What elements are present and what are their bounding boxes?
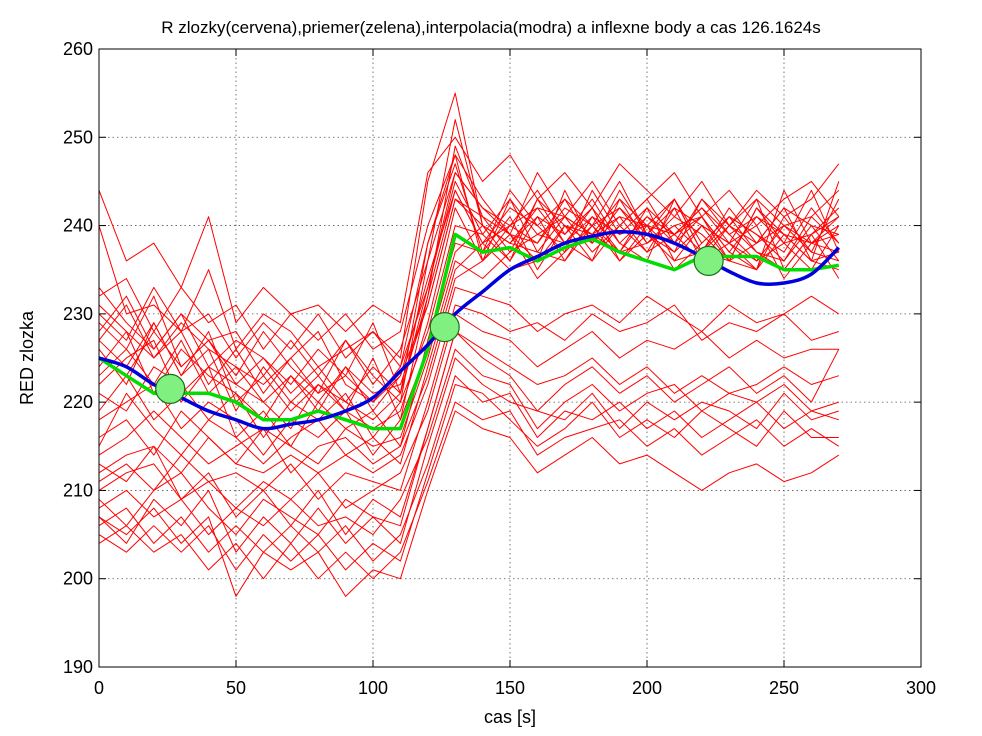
y-tick-label: 200 — [63, 569, 93, 589]
y-tick-label: 260 — [63, 39, 93, 59]
component-line-30 — [98, 198, 840, 412]
component-line-23 — [98, 410, 840, 597]
x-tick-label: 100 — [358, 678, 388, 698]
x-tick-label: 200 — [632, 678, 662, 698]
component-line-26 — [98, 154, 840, 350]
x-tick-label: 300 — [906, 678, 936, 698]
component-line-15 — [98, 304, 839, 500]
component-lines — [98, 92, 840, 597]
x-tick-label: 0 — [94, 678, 104, 698]
x-tick-label: 50 — [226, 678, 246, 698]
component-line-32 — [98, 189, 840, 403]
component-line-24 — [98, 331, 839, 536]
inflection-point-3 — [693, 245, 724, 276]
component-line-28 — [98, 172, 839, 385]
y-tick-label: 190 — [63, 657, 93, 677]
y-tick-label: 220 — [63, 392, 93, 412]
x-tick-label: 250 — [769, 678, 799, 698]
y-tick-label: 230 — [63, 304, 93, 324]
inflection-points-layer — [155, 245, 724, 404]
tick-labels-layer: 0 50 100 150 200 250 300 190 200 210 220 230 240 250 2… — [63, 39, 936, 698]
x-axis-label: cas [s] — [484, 707, 536, 727]
component-line-7 — [98, 207, 839, 430]
component-line-31 — [98, 145, 840, 421]
component-line-21 — [98, 384, 839, 571]
y-tick-label: 250 — [63, 127, 93, 147]
component-line-13 — [98, 225, 840, 474]
x-tick-label: 150 — [495, 678, 525, 698]
ticks-layer — [98, 48, 922, 668]
inflection-point-2 — [429, 312, 460, 343]
component-line-14 — [98, 286, 840, 474]
component-line-19 — [98, 357, 839, 553]
component-line-9 — [98, 207, 839, 447]
chart-title: R zlozky(cervena),priemer(zelena),interp… — [161, 18, 821, 37]
y-tick-label: 240 — [63, 216, 93, 236]
inflection-point-1 — [155, 373, 186, 404]
y-axis-label: RED zlozka — [17, 310, 37, 405]
y-tick-label: 210 — [63, 480, 93, 500]
